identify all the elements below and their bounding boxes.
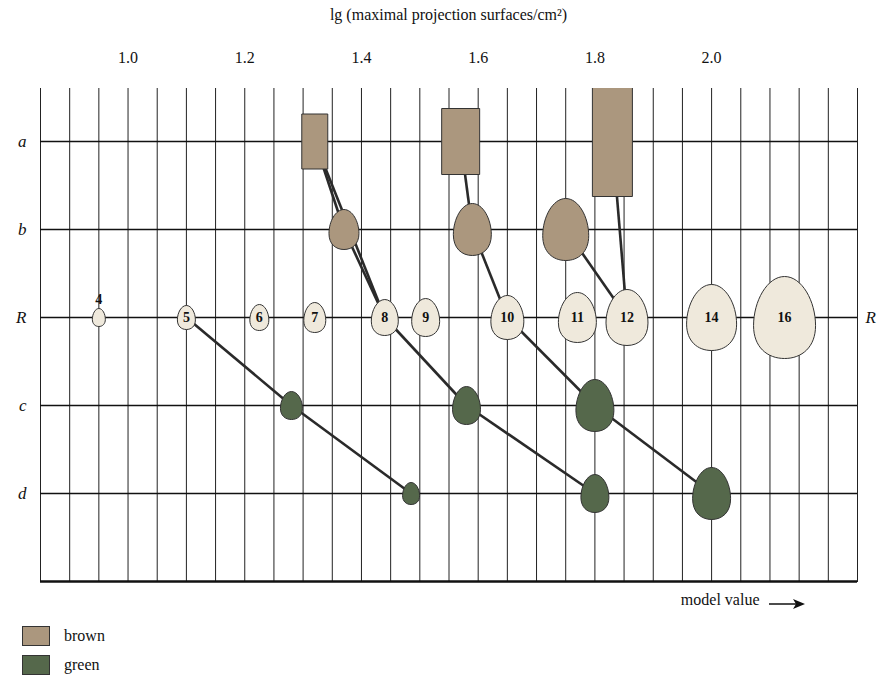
- svg-text:c: c: [19, 396, 27, 415]
- svg-text:7: 7: [311, 310, 318, 325]
- html-text:brown: brown: [64, 627, 105, 644]
- html-text:lg (maximal projection surface: lg (maximal projection surfaces/cm²): [329, 6, 568, 23]
- svg-text:a: a: [18, 132, 27, 151]
- svg-text:6: 6: [256, 310, 263, 325]
- svg-text:16: 16: [778, 310, 792, 325]
- svg-text:10: 10: [500, 310, 514, 325]
- svg-text:4: 4: [95, 292, 102, 307]
- svg-text:14: 14: [705, 310, 719, 325]
- svg-text:1.8: 1.8: [585, 49, 605, 66]
- svg-text:b: b: [18, 220, 27, 239]
- svg-text:9: 9: [422, 310, 429, 325]
- svg-text:11: 11: [571, 310, 584, 325]
- svg-text:1.6: 1.6: [468, 49, 488, 66]
- svg-text:R: R: [15, 308, 27, 327]
- svg-text:1.4: 1.4: [351, 49, 371, 66]
- svg-text:R: R: [865, 308, 877, 327]
- svg-text:d: d: [18, 484, 27, 503]
- svg-text:5: 5: [183, 310, 190, 325]
- svg-text:12: 12: [620, 310, 634, 325]
- svg-text:2.0: 2.0: [702, 49, 722, 66]
- svg-text:1.0: 1.0: [118, 49, 138, 66]
- svg-text:model value: model value: [681, 591, 760, 608]
- html-text:green: green: [64, 656, 100, 673]
- svg-text:8: 8: [381, 310, 388, 325]
- svg-text:1.2: 1.2: [235, 49, 255, 66]
